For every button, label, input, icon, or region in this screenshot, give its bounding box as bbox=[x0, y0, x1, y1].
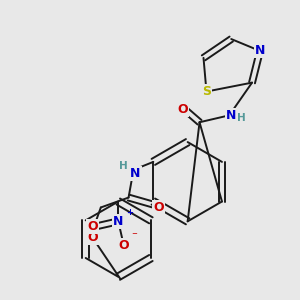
Text: N: N bbox=[130, 167, 141, 180]
Text: N: N bbox=[255, 44, 265, 57]
Text: O: O bbox=[177, 103, 188, 116]
Text: O: O bbox=[88, 231, 98, 244]
Text: N: N bbox=[226, 109, 236, 122]
Text: H: H bbox=[237, 113, 245, 123]
Text: H: H bbox=[119, 161, 128, 171]
Text: O: O bbox=[118, 238, 129, 252]
Text: O: O bbox=[153, 201, 164, 214]
Text: N: N bbox=[113, 215, 124, 228]
Text: ⁻: ⁻ bbox=[131, 231, 137, 241]
Text: +: + bbox=[126, 208, 133, 217]
Text: O: O bbox=[87, 220, 98, 233]
Text: S: S bbox=[202, 85, 211, 98]
